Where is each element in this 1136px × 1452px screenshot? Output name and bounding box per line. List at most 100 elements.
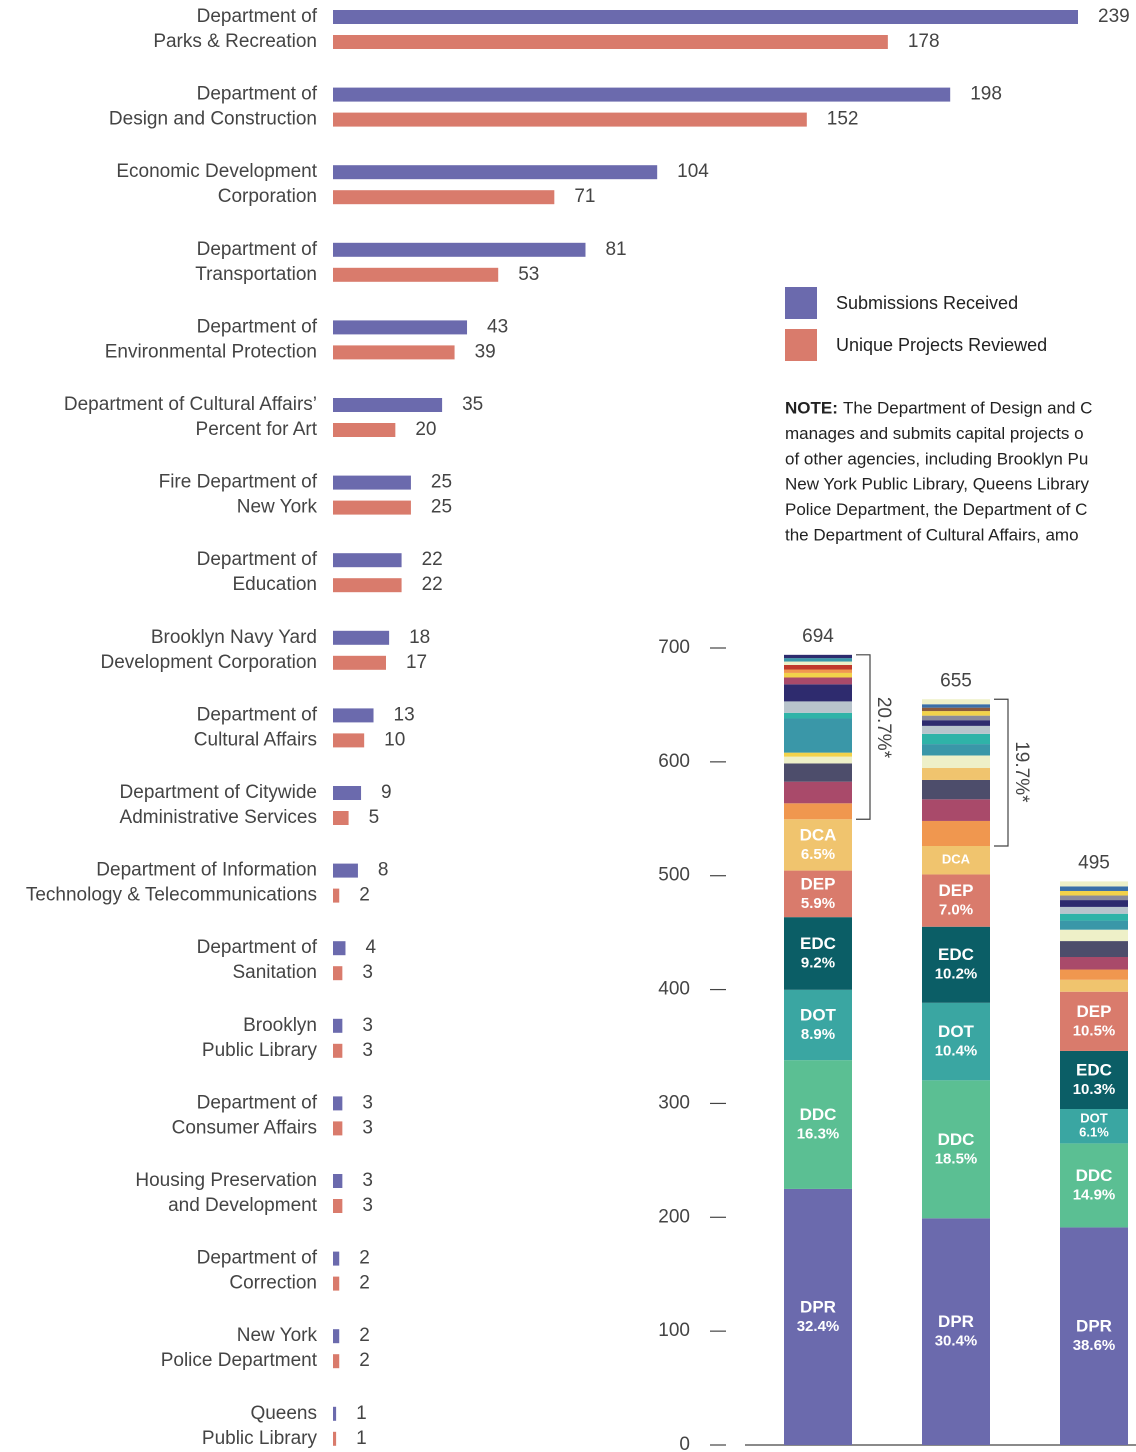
segment-label: 10.3% (1073, 1081, 1116, 1098)
bar-segment (784, 756, 852, 764)
bar (333, 863, 358, 878)
bar (333, 811, 349, 825)
bar (333, 500, 411, 515)
bar-segment (784, 669, 852, 673)
bar-segment (1060, 991, 1128, 1051)
bar-segment (1060, 906, 1128, 914)
value-label: 239 (1098, 6, 1130, 27)
y-tick-label: 300 (658, 1092, 690, 1113)
bar-segment (784, 672, 852, 678)
bar-segment (922, 704, 990, 708)
bar-segment (1060, 1109, 1128, 1144)
bar-segment (922, 768, 990, 780)
bar (333, 190, 555, 205)
bar (333, 1251, 340, 1266)
bar (333, 941, 346, 956)
value-label: 1 (356, 1403, 367, 1424)
bar-segment (922, 711, 990, 716)
category-label: Department of Information (96, 860, 317, 881)
note-label: NOTE: (785, 398, 838, 417)
category-label: Correction (229, 1273, 317, 1294)
segment-name: DOT (1080, 1111, 1108, 1126)
bar-segment (1060, 900, 1128, 907)
value-label: 1 (356, 1428, 367, 1449)
bar-segment (1060, 1227, 1128, 1445)
segment-name: DCA (800, 825, 837, 844)
bar-segment (922, 715, 990, 721)
bar (333, 578, 402, 593)
segment-name: DEP (801, 874, 836, 893)
segment-label: 10.5% (1073, 1022, 1116, 1039)
bar-segment (784, 819, 852, 871)
segment-name: DOT (938, 1022, 975, 1041)
segment-label: 6.1% (1079, 1125, 1109, 1140)
category-label: Department of Cultural Affairs’ (64, 394, 317, 415)
segment-label: 16.3% (797, 1126, 840, 1143)
value-label: 3 (362, 1040, 373, 1061)
segment-label: 38.6% (1073, 1337, 1116, 1354)
bar-segment (922, 720, 990, 726)
bar-segment (784, 661, 852, 665)
bar-segment (1060, 920, 1128, 930)
bar-segment (784, 763, 852, 782)
bar (333, 112, 807, 127)
value-label: 3 (362, 962, 373, 983)
bar-segment (1060, 895, 1128, 901)
value-label: 3 (362, 1195, 373, 1216)
segment-name: EDC (1076, 1060, 1112, 1079)
bar-segment (922, 755, 990, 769)
bar (333, 267, 499, 282)
category-label: Department of (197, 1248, 318, 1269)
category-label: Economic Development (116, 161, 317, 182)
note-line: Police Department, the Department of C (785, 500, 1087, 519)
total-label: 655 (940, 670, 972, 691)
category-label: Percent for Art (196, 419, 318, 440)
bar-segment (1060, 890, 1128, 896)
value-label: 2 (359, 1325, 370, 1346)
category-label: Corporation (218, 186, 317, 207)
value-label: 104 (677, 161, 709, 182)
bar-segment (784, 870, 852, 918)
segment-name: DDC (938, 1130, 975, 1149)
value-label: 53 (518, 264, 539, 285)
value-label: 10 (384, 729, 405, 750)
segment-name: DPR (1076, 1317, 1112, 1336)
bar-segment (1060, 913, 1128, 921)
legend-label: Submissions Received (836, 293, 1018, 313)
segment-label: 14.9% (1073, 1186, 1116, 1203)
bar-segment (1060, 929, 1128, 942)
category-label: Queens (250, 1403, 317, 1424)
value-label: 43 (487, 316, 508, 337)
y-tick-label: 400 (658, 979, 690, 1000)
bar (333, 1043, 343, 1058)
bar (333, 1431, 337, 1446)
bar (333, 242, 586, 257)
value-label: 8 (378, 860, 389, 881)
value-label: 25 (431, 497, 452, 518)
category-label: Department of (197, 316, 318, 337)
bar (333, 1406, 337, 1421)
bracket (856, 654, 871, 820)
value-label: 35 (462, 394, 483, 415)
bar-segment (784, 781, 852, 804)
category-label: New York (237, 497, 318, 518)
bar-segment (784, 701, 852, 713)
category-label: and Development (168, 1195, 318, 1216)
category-label: Technology & Telecommunications (26, 885, 317, 906)
value-label: 13 (394, 704, 415, 725)
bar-segment (784, 1188, 852, 1445)
value-label: 5 (369, 807, 380, 828)
y-tick-label: 600 (658, 751, 690, 772)
category-label: Brooklyn (243, 1015, 317, 1036)
category-label: Police Department (161, 1350, 318, 1371)
bar (333, 630, 390, 645)
bar-segment (922, 1080, 990, 1219)
category-label: Transportation (195, 264, 317, 285)
bar-segment (784, 1060, 852, 1189)
bar-segment (784, 677, 852, 685)
value-label: 25 (431, 472, 452, 493)
category-label: Department of (197, 549, 318, 570)
bar (333, 1096, 343, 1111)
bar (333, 423, 396, 437)
